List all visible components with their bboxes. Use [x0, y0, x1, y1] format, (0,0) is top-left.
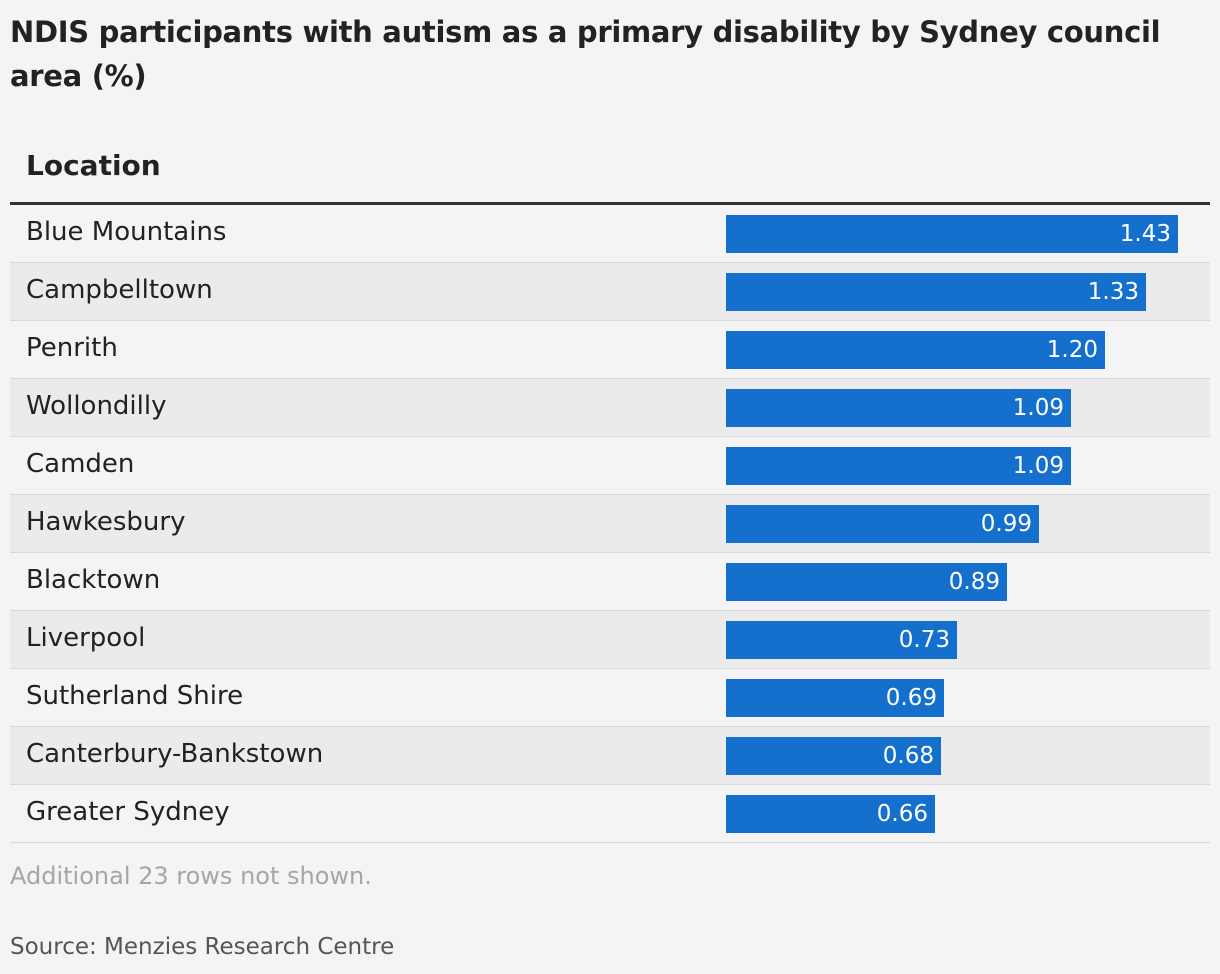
table-row: Liverpool 0.73	[10, 611, 1210, 669]
table-row: Campbelltown 1.33	[10, 263, 1210, 321]
category-label: Canterbury-Bankstown	[26, 739, 324, 769]
bar-value-label: 1.20	[1046, 337, 1098, 363]
category-label: Penrith	[26, 333, 118, 363]
table-row: Canterbury-Bankstown 0.68	[10, 727, 1210, 785]
bar	[726, 273, 1146, 311]
header-divider	[10, 202, 1210, 205]
bar-value-label: 1.09	[1012, 453, 1064, 479]
table-row: Blue Mountains 1.43	[10, 205, 1210, 263]
category-label: Liverpool	[26, 623, 146, 653]
bar-value-label: 0.99	[980, 511, 1032, 537]
table-row: Hawkesbury 0.99	[10, 495, 1210, 553]
bar-table: Blue Mountains 1.43 Campbelltown 1.33 Penrit…	[10, 205, 1210, 843]
table-row: Camden 1.09	[10, 437, 1210, 495]
source-credit: Source: Menzies Research Centre	[10, 934, 395, 960]
bar	[726, 505, 1039, 543]
bar	[726, 331, 1105, 369]
bar-value-label: 0.69	[885, 685, 937, 711]
table-row: Wollondilly 1.09	[10, 379, 1210, 437]
category-label: Wollondilly	[26, 391, 167, 421]
bar-value-label: 0.68	[882, 743, 934, 769]
category-label: Blacktown	[26, 565, 161, 595]
bar	[726, 679, 944, 717]
footnote: Additional 23 rows not shown.	[10, 862, 372, 890]
bar	[726, 215, 1178, 253]
category-label: Blue Mountains	[26, 217, 227, 247]
bar-value-label: 0.89	[948, 569, 1000, 595]
table-row: Sutherland Shire 0.69	[10, 669, 1210, 727]
bar-value-label: 1.43	[1119, 221, 1171, 247]
bar	[726, 795, 935, 833]
bar-value-label: 0.73	[898, 627, 950, 653]
category-label: Camden	[26, 449, 135, 479]
bar	[726, 389, 1071, 427]
bar-value-label: 1.09	[1012, 395, 1064, 421]
bar-value-label: 1.33	[1087, 279, 1139, 305]
bar	[726, 563, 1007, 601]
bar-value-label: 0.66	[876, 801, 928, 827]
category-label: Sutherland Shire	[26, 681, 244, 711]
bar	[726, 621, 957, 659]
column-header-location: Location	[26, 149, 161, 182]
table-row: Blacktown 0.89	[10, 553, 1210, 611]
category-label: Campbelltown	[26, 275, 213, 305]
table-row: Penrith 1.20	[10, 321, 1210, 379]
category-label: Hawkesbury	[26, 507, 186, 537]
category-label: Greater Sydney	[26, 797, 230, 827]
chart-title: NDIS participants with autism as a prima…	[10, 15, 1161, 93]
bar	[726, 447, 1071, 485]
bar	[726, 737, 941, 775]
table-row: Greater Sydney 0.66	[10, 785, 1210, 843]
